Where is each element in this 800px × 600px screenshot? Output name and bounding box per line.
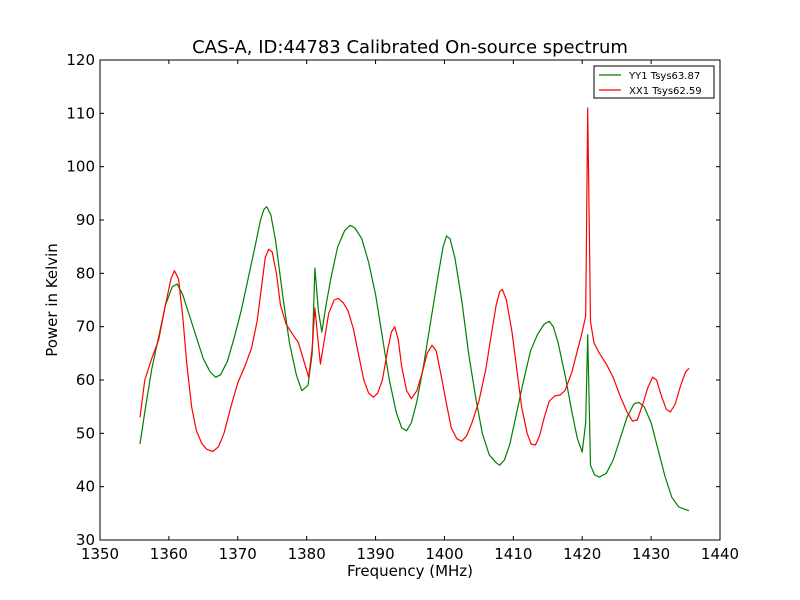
- y-tick-label: 60: [76, 371, 95, 389]
- y-tick-label: 110: [66, 104, 95, 122]
- legend-box: [593, 65, 715, 99]
- x-tick-label: 1350: [81, 545, 119, 563]
- chart-title: CAS-A, ID:44783 Calibrated On-source spe…: [192, 37, 628, 58]
- y-tick-label: 80: [76, 264, 95, 282]
- x-tick-label: 1380: [288, 545, 326, 563]
- legend: YY1 Tsys63.87 XX1 Tsys62.59: [593, 65, 715, 99]
- y-tick-label: 90: [76, 211, 95, 229]
- series-line-2: [139, 107, 690, 453]
- x-tick-label: 1430: [632, 545, 670, 563]
- y-tick-label: 40: [76, 478, 95, 496]
- x-tick-label: 1370: [219, 545, 257, 563]
- series-group: [139, 107, 690, 512]
- y-tick-label: 120: [66, 51, 95, 69]
- plot-area: [100, 60, 720, 540]
- x-tick-label: 1390: [356, 545, 394, 563]
- x-tick-label: 1410: [494, 545, 532, 563]
- y-tick-label: 70: [76, 318, 95, 336]
- x-axis-label: Frequency (MHz): [347, 562, 473, 580]
- ticks-group: 1350 1360 1370 1380 1390 1400 1410 1420 1430 1440…: [66, 51, 739, 563]
- y-tick-label: 100: [66, 158, 95, 176]
- y-tick-label: 30: [76, 531, 95, 549]
- y-axis-label: Power in Kelvin: [43, 243, 61, 357]
- y-tick-label: 50: [76, 424, 95, 442]
- legend-label-2: XX1 Tsys62.59: [629, 86, 702, 97]
- series-line-1: [139, 206, 690, 512]
- x-tick-label: 1360: [150, 545, 188, 563]
- plot-frame: [99, 59, 721, 541]
- x-tick-label: 1440: [701, 545, 739, 563]
- legend-label-1: YY1 Tsys63.87: [628, 71, 700, 82]
- x-tick-label: 1420: [563, 545, 601, 563]
- x-tick-label: 1400: [425, 545, 463, 563]
